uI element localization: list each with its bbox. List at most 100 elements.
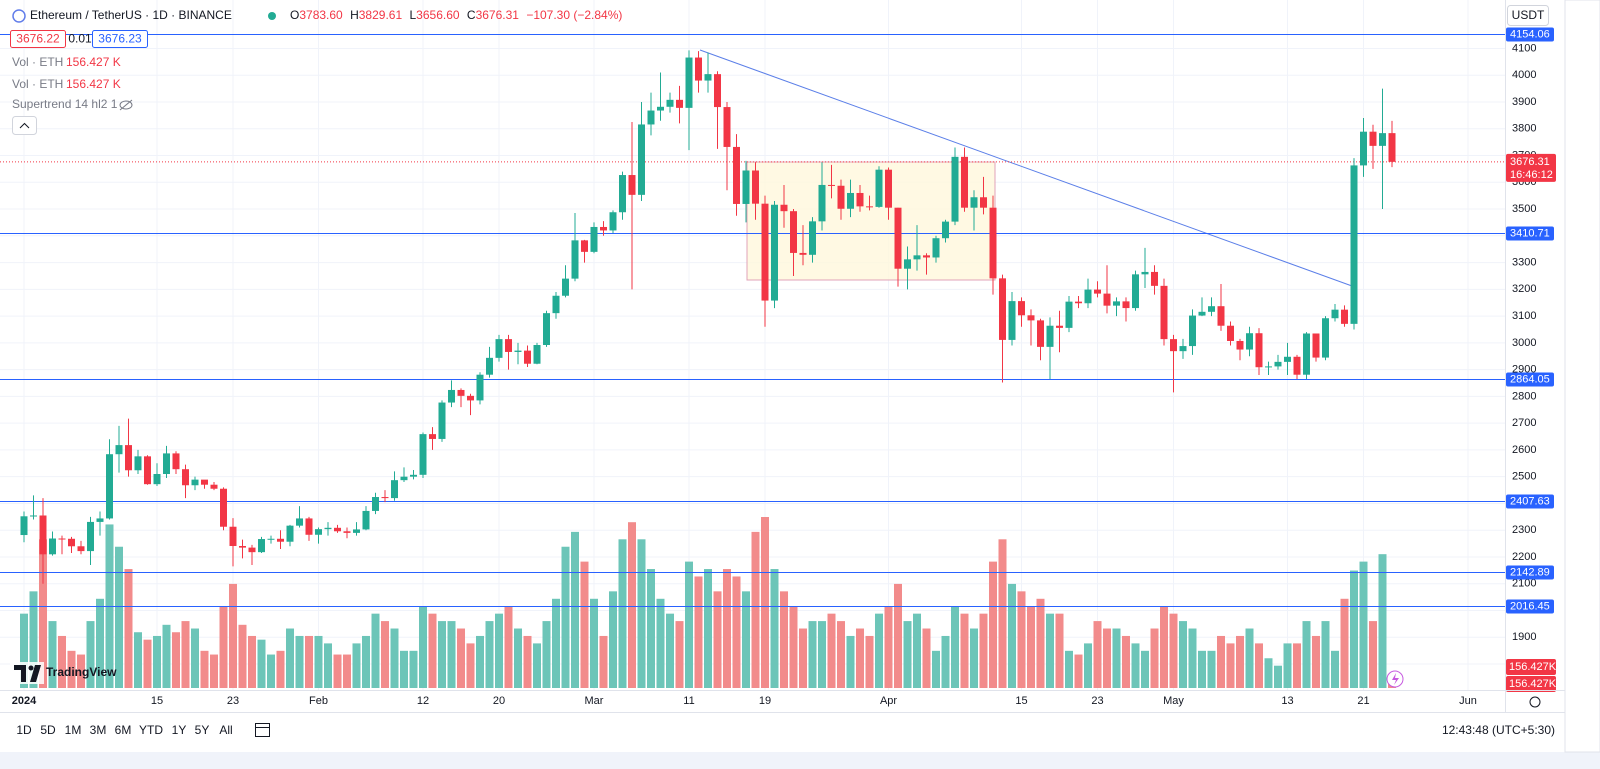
price-level-tag [1506,494,1554,509]
volume-bar [153,635,161,688]
range-button[interactable]: 1M [65,723,82,737]
volume-bar [609,591,617,688]
candle-body [1379,133,1386,146]
volume-bar [314,635,323,688]
volume-bar [1369,621,1377,688]
volume-label: 156.427K [1509,661,1557,673]
candle-body [495,339,503,358]
y-tick-label: 2700 [1512,417,1536,429]
candle-body [315,529,322,535]
volume-bar [476,635,484,688]
candle-body [448,389,455,403]
currency-button[interactable] [1507,5,1549,26]
volume-bar [523,635,532,688]
volume-bar [248,635,256,688]
candle-body [239,546,246,548]
candle-body [562,278,569,296]
buy-box[interactable] [92,30,148,48]
volume-bar [504,606,513,688]
volume-bar [124,569,133,688]
candle-body [837,185,845,209]
candle-body [372,497,379,511]
volume-pane [20,517,1396,688]
candle-body [248,547,256,553]
volume-bar [951,606,959,688]
x-tick-label: 15 [151,695,163,707]
volume-bar [742,591,750,688]
collapse-icon [19,122,30,129]
legend-value: 3783.60 [299,8,343,22]
range-button[interactable]: YTD [139,723,163,737]
y-tick-label: 2500 [1512,471,1536,483]
candle-body [324,527,332,530]
candle-body [305,518,313,535]
volume-bar [162,624,171,688]
candle-body [885,169,892,208]
range-button[interactable]: 1D [16,723,32,737]
range-button[interactable]: 1Y [172,723,187,737]
candle-body [1046,325,1054,347]
price-level-tag [1506,372,1554,387]
volume-bar [1293,643,1301,688]
candle-body [752,170,759,204]
candle-body [334,527,341,532]
date-range-icon[interactable] [255,723,270,737]
price-level-label: 2142.89 [1510,566,1550,578]
range-button[interactable]: 6M [115,723,132,737]
volume-bar [1236,635,1244,688]
volume-bar [1017,591,1026,688]
volume-bar [599,635,608,688]
sell-box[interactable] [10,30,66,48]
candle-body [277,538,284,542]
candle-body [467,395,474,401]
settings-icon[interactable] [1529,696,1541,708]
candle-body [847,192,854,209]
candle-body [1113,301,1120,306]
volume-bar [704,569,712,688]
candle-body [828,184,835,186]
candle-body [1141,271,1149,275]
volume-bar [666,613,674,688]
candle-body [638,124,645,195]
candle-body [267,538,275,540]
candle-body [1018,301,1025,316]
collapse-button[interactable] [12,116,37,135]
volume-bar [333,654,342,688]
candle-body [1331,309,1339,319]
volume-bar [685,561,693,688]
candle-body [1122,301,1130,309]
volume-bar [799,628,807,688]
x-tick-label: 12 [417,695,429,707]
candle-body [714,74,721,108]
candle-body [894,207,902,269]
y-tick-label: 3100 [1512,310,1536,322]
candle-body [1293,356,1301,375]
range-button[interactable]: All [219,723,232,737]
candle-body [961,156,968,208]
range-button[interactable]: 3M [90,723,107,737]
candle-body [761,203,769,301]
volume-bar [381,621,389,688]
candle-body [1065,301,1073,328]
price-levels [0,34,1505,607]
candle-body [1189,315,1196,347]
price-level-tag [1506,599,1554,614]
volume-bar [618,539,627,688]
volume-bar [913,613,921,688]
symbol-title[interactable]: Ethereum / TetherUS · 1D · BINANCE [30,8,232,22]
candle-body [904,259,911,269]
candle-body [619,175,626,213]
volume-bar [324,643,332,688]
clock[interactable]: 12:43:48 (UTC+5:30) [1442,723,1555,737]
volume-bar [1074,654,1083,688]
y-tick-label: 1900 [1512,631,1536,643]
price-level-tag [1506,27,1554,42]
price-level-label: 3410.71 [1510,227,1550,239]
hide-icon[interactable] [119,99,133,111]
x-tick-label: 19 [759,695,771,707]
range-button[interactable]: 5Y [195,723,210,737]
volume-bar [903,621,912,688]
volume-bar [371,613,380,688]
buy-price: 3676.23 [98,32,142,46]
range-button[interactable]: 5D [40,723,56,737]
